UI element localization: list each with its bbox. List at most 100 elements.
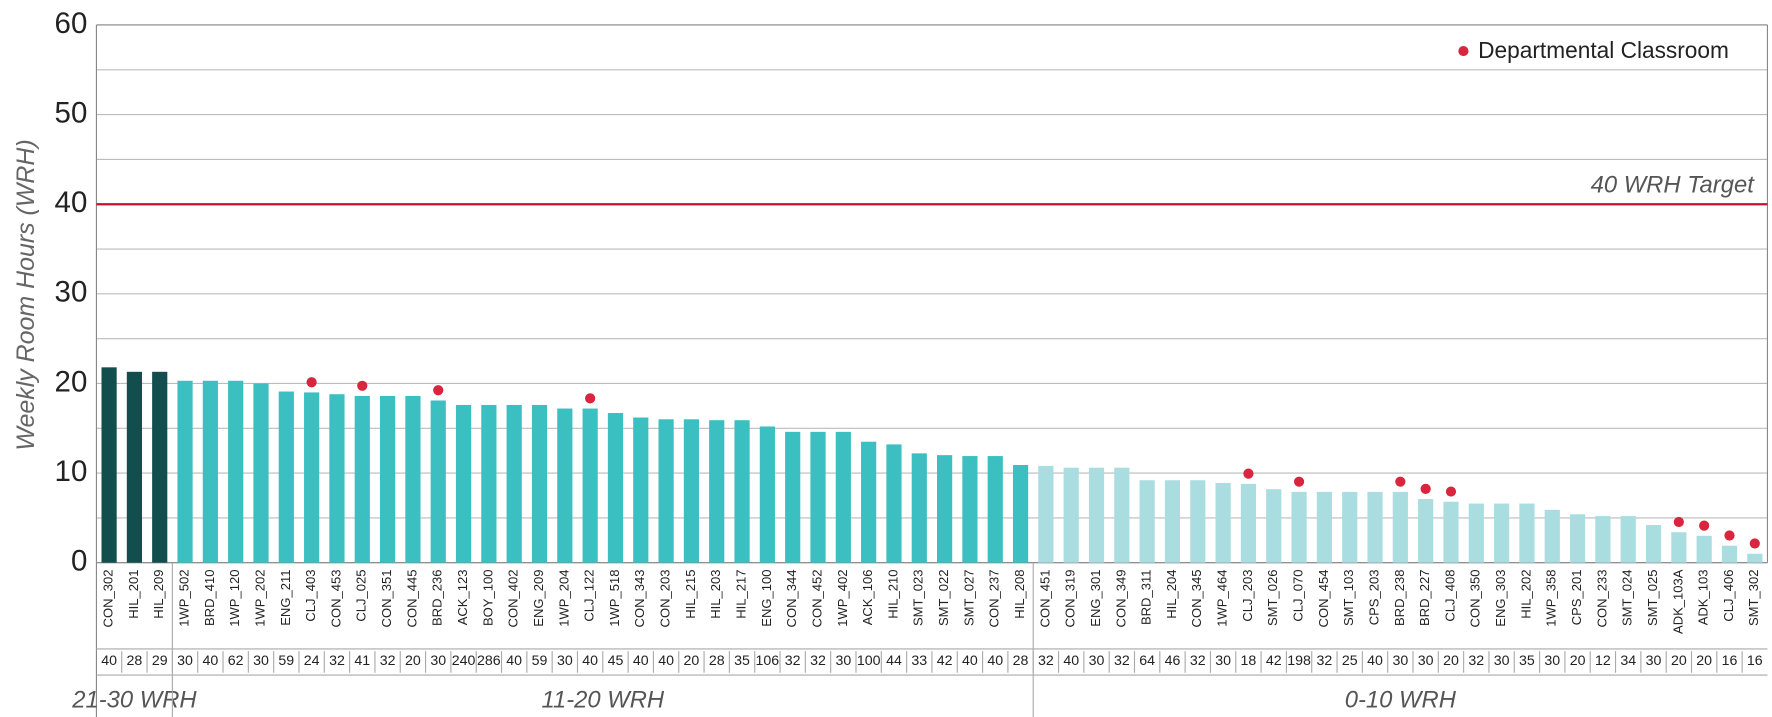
bar: [1645, 525, 1662, 563]
x-tick-label: 1WP_120: [227, 570, 242, 627]
bar: [1038, 465, 1054, 563]
x-tick-label: ADK_103A: [1670, 569, 1685, 634]
x-tick-label: CON_319: [1063, 570, 1078, 628]
x-tick-label: SMT_025: [1645, 570, 1660, 627]
departmental-marker: [1395, 476, 1406, 487]
bar: [329, 394, 345, 563]
bar: [633, 417, 649, 563]
x-tick-label: CON_345: [1189, 570, 1204, 628]
x-tick-label: CON_454: [1316, 570, 1331, 628]
x-tick-label: CLJ_070: [1291, 570, 1306, 622]
departmental-marker: [1293, 476, 1305, 487]
bar: [1569, 514, 1586, 563]
seat-count: 32: [380, 653, 396, 669]
seat-count: 30: [430, 653, 446, 669]
bar: [1519, 503, 1535, 563]
x-tick-label: BRD_410: [202, 570, 217, 627]
x-tick-label: HIL_217: [733, 570, 748, 619]
seat-count: 24: [304, 653, 320, 669]
seat-count: 44: [886, 653, 902, 669]
legend-label: Departmental Classroom: [1478, 37, 1729, 63]
seat-count: 12: [1595, 653, 1611, 669]
bar: [278, 391, 294, 563]
y-tick-label: 10: [55, 455, 88, 488]
seat-count: 18: [1241, 653, 1257, 669]
x-tick-label: HIL_210: [885, 570, 900, 619]
bar: [1240, 483, 1257, 563]
x-tick-label: BRD_236: [430, 570, 445, 627]
x-tick-label: CPS_201: [1569, 570, 1584, 626]
x-tick-label: 1WP_402: [835, 570, 850, 627]
seat-count: 32: [1190, 653, 1206, 669]
seat-count: 40: [582, 653, 598, 669]
seat-count: 20: [405, 653, 421, 669]
x-tick-label: CLJ_408: [1442, 570, 1457, 622]
x-tick-label: SMT_027: [961, 570, 976, 627]
seat-count: 28: [127, 653, 143, 669]
target-label: 40 WRH Target: [1591, 171, 1756, 198]
seat-count: 30: [1418, 653, 1434, 669]
departmental-marker: [433, 385, 444, 396]
x-tick-label: CON_233: [1594, 570, 1609, 628]
x-tick-label: ACK_106: [860, 570, 875, 626]
seat-count: 106: [756, 653, 780, 669]
bar: [1392, 491, 1408, 563]
x-tick-label: CLJ_406: [1721, 570, 1736, 622]
seat-count: 35: [1519, 653, 1535, 669]
seat-count: 16: [1722, 653, 1738, 669]
seat-count: 30: [177, 653, 193, 669]
y-tick-label: 50: [55, 96, 88, 129]
x-tick-label: HIL_204: [1164, 570, 1179, 619]
seat-count: 20: [684, 653, 700, 669]
x-tick-label: ADK_103: [1696, 570, 1711, 626]
seat-count: 30: [253, 653, 269, 669]
bar: [1544, 509, 1560, 563]
bar: [379, 396, 396, 563]
bar: [810, 431, 826, 563]
group-label: 21-30 WRH: [71, 686, 197, 713]
x-tick-label: CON_351: [379, 570, 394, 628]
x-tick-label: ENG_209: [531, 570, 546, 627]
bar: [1620, 516, 1636, 563]
bar: [354, 396, 370, 563]
x-tick-label: SMT_103: [1341, 570, 1356, 627]
seat-count: 30: [835, 653, 851, 669]
x-tick-label: CON_452: [809, 570, 824, 628]
bar: [405, 396, 421, 563]
bar: [1468, 503, 1484, 563]
x-tick-label: CPS_203: [1366, 570, 1381, 626]
seat-count: 41: [354, 653, 370, 669]
bar: [1342, 491, 1358, 563]
bar: [861, 441, 877, 563]
x-tick-label: SMT_022: [936, 570, 951, 627]
x-tick-label: BRD_227: [1417, 570, 1432, 627]
x-tick-label: HIL_201: [126, 570, 141, 619]
x-tick-label: CLJ_403: [303, 570, 318, 622]
seat-count: 25: [1342, 653, 1358, 669]
seat-count: 100: [857, 653, 881, 669]
bar: [1012, 465, 1029, 563]
bar: [506, 404, 522, 563]
bar: [1266, 489, 1282, 563]
bar: [152, 371, 168, 563]
seat-count: 42: [1266, 653, 1282, 669]
bar: [1494, 503, 1510, 563]
seat-count: 64: [1139, 653, 1155, 669]
y-tick-label: 60: [55, 7, 88, 40]
departmental-marker: [1243, 468, 1254, 479]
seat-count: 40: [202, 653, 218, 669]
bar: [304, 392, 320, 563]
bar: [658, 419, 674, 563]
seat-count: 20: [1570, 653, 1586, 669]
seat-count: 45: [608, 653, 624, 669]
bar: [607, 413, 624, 563]
seat-count: 30: [1544, 653, 1560, 669]
bar: [1721, 545, 1738, 563]
seat-count: 30: [1646, 653, 1662, 669]
x-tick-label: CON_350: [1468, 570, 1483, 628]
bar: [1316, 491, 1332, 563]
departmental-marker: [1724, 530, 1735, 541]
x-tick-label: 1WP_202: [252, 570, 267, 627]
seat-count: 34: [1620, 653, 1636, 669]
seat-count: 59: [532, 653, 548, 669]
